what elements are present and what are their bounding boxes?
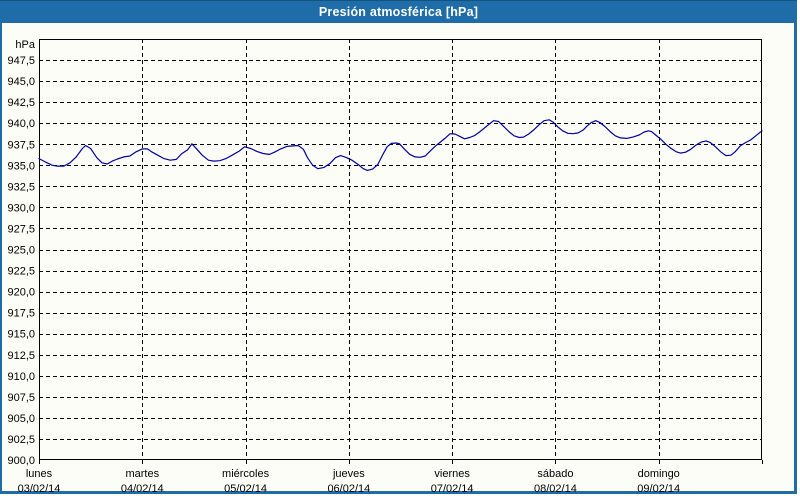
x-day-label: sábado xyxy=(537,468,573,480)
x-day-label: domingo xyxy=(638,468,680,480)
y-tick-label: 945,0 xyxy=(7,76,35,88)
x-date-label: 07/02/14 xyxy=(431,483,474,495)
y-tick-label: 907,5 xyxy=(7,392,35,404)
x-date-label: 03/02/14 xyxy=(18,483,61,495)
y-tick-label: 930,0 xyxy=(7,202,35,214)
x-day-label: lunes xyxy=(26,468,53,480)
y-tick-label: 937,5 xyxy=(7,139,35,151)
x-date-label: 08/02/14 xyxy=(534,483,577,495)
x-date-label: 04/02/14 xyxy=(121,483,164,495)
window-title-bar: Presión atmosférica [hPa] xyxy=(0,0,797,23)
y-tick-label: 940,0 xyxy=(7,118,35,130)
y-tick-label: 935,0 xyxy=(7,160,35,172)
pressure-line xyxy=(38,119,763,171)
y-tick-label: 927,5 xyxy=(7,223,35,235)
x-date-label: 05/02/14 xyxy=(224,483,267,495)
window-title: Presión atmosférica [hPa] xyxy=(318,5,479,19)
y-tick-label: 920,0 xyxy=(7,287,35,299)
x-day-label: viernes xyxy=(434,468,470,480)
y-tick-label: 900,0 xyxy=(7,455,35,467)
x-day-label: martes xyxy=(125,468,159,480)
x-date-label: 06/02/14 xyxy=(327,483,370,495)
y-tick-label: 917,5 xyxy=(7,308,35,320)
y-tick-label: 915,0 xyxy=(7,329,35,341)
x-date-label: 09/02/14 xyxy=(637,483,680,495)
y-tick-label: 932,5 xyxy=(7,181,35,193)
x-day-label: miércoles xyxy=(222,468,270,480)
y-tick-label: 947,5 xyxy=(7,55,35,67)
y-tick-label: 902,5 xyxy=(7,434,35,446)
y-tick-label: 905,0 xyxy=(7,413,35,425)
plot-border xyxy=(39,39,762,460)
y-tick-label: 925,0 xyxy=(7,245,35,257)
y-tick-label: 910,0 xyxy=(7,371,35,383)
y-tick-label: 912,5 xyxy=(7,350,35,362)
y-tick-label: 922,5 xyxy=(7,266,35,278)
x-day-label: jueves xyxy=(332,468,365,480)
y-tick-label: 942,5 xyxy=(7,97,35,109)
y-axis-unit-label: hPa xyxy=(15,39,35,51)
